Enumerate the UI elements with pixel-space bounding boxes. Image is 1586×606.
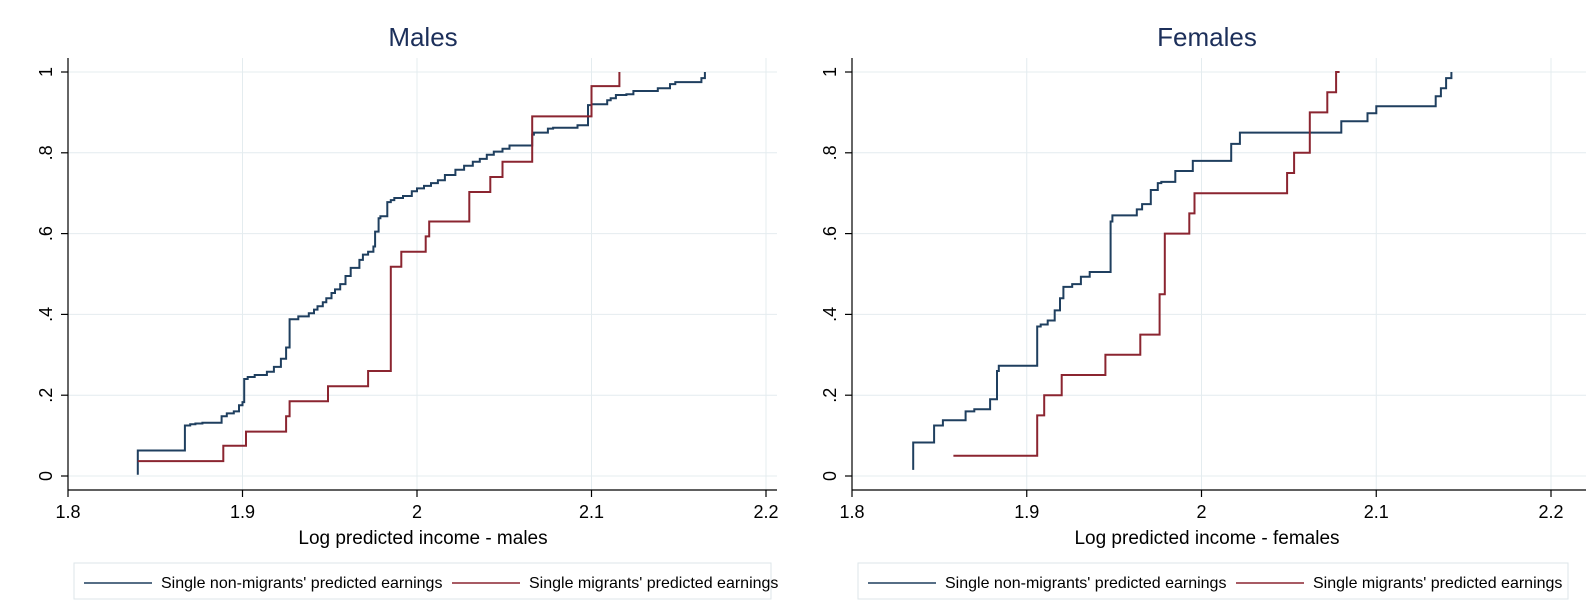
y-tick-label: .8 — [36, 145, 56, 160]
x-tick-label: 1.8 — [55, 502, 80, 522]
y-tick-label: .4 — [36, 307, 56, 322]
x-tick-label: 1.9 — [1014, 502, 1039, 522]
y-tick-label: .2 — [36, 388, 56, 403]
legend: Single non-migrants' predicted earnings … — [73, 562, 778, 600]
chart-panel-males: Males Log predicted income - males Singl… — [36, 22, 779, 600]
x-tick-label: 2 — [412, 502, 422, 522]
y-tick-label: .6 — [820, 226, 840, 241]
y-tick-label: .4 — [820, 307, 840, 322]
x-axis-label: Log predicted income - females — [1074, 528, 1339, 549]
x-tick-label: 1.9 — [230, 502, 255, 522]
legend-label-migrants: Single migrants' predicted earnings — [529, 575, 778, 592]
legend-box — [73, 562, 772, 600]
x-tick-label: 2.2 — [1538, 502, 1563, 522]
legend-label-non-migrants: Single non-migrants' predicted earnings — [161, 575, 442, 592]
legend-box — [857, 562, 1569, 600]
y-tick-label: .2 — [820, 388, 840, 403]
y-tick-label: 1 — [36, 67, 56, 77]
legend: Single non-migrants' predicted earnings … — [857, 562, 1569, 600]
chart-title: Males — [388, 22, 457, 52]
y-tick-label: 1 — [820, 67, 840, 77]
legend-label-migrants: Single migrants' predicted earnings — [1313, 575, 1562, 592]
y-tick-label: 0 — [820, 471, 840, 481]
x-axis-label: Log predicted income - males — [298, 528, 547, 549]
x-tick-label: 2.1 — [579, 502, 604, 522]
series-line-non-migrants — [912, 72, 1453, 470]
legend-label-non-migrants: Single non-migrants' predicted earnings — [945, 575, 1226, 592]
series-line-migrants — [137, 72, 621, 463]
y-tick-label: .6 — [36, 226, 56, 241]
y-tick-label: 0 — [36, 471, 56, 481]
chart-panel-females: Females Log predicted income - females S… — [820, 22, 1586, 600]
chart-title: Females — [1157, 22, 1257, 52]
x-tick-label: 2 — [1196, 502, 1206, 522]
series-line-migrants — [953, 71, 1340, 457]
y-tick-label: .8 — [820, 145, 840, 160]
x-tick-label: 2.2 — [753, 502, 778, 522]
x-tick-label: 1.8 — [839, 502, 864, 522]
x-tick-label: 2.1 — [1364, 502, 1389, 522]
series-line-non-migrants — [136, 72, 706, 475]
